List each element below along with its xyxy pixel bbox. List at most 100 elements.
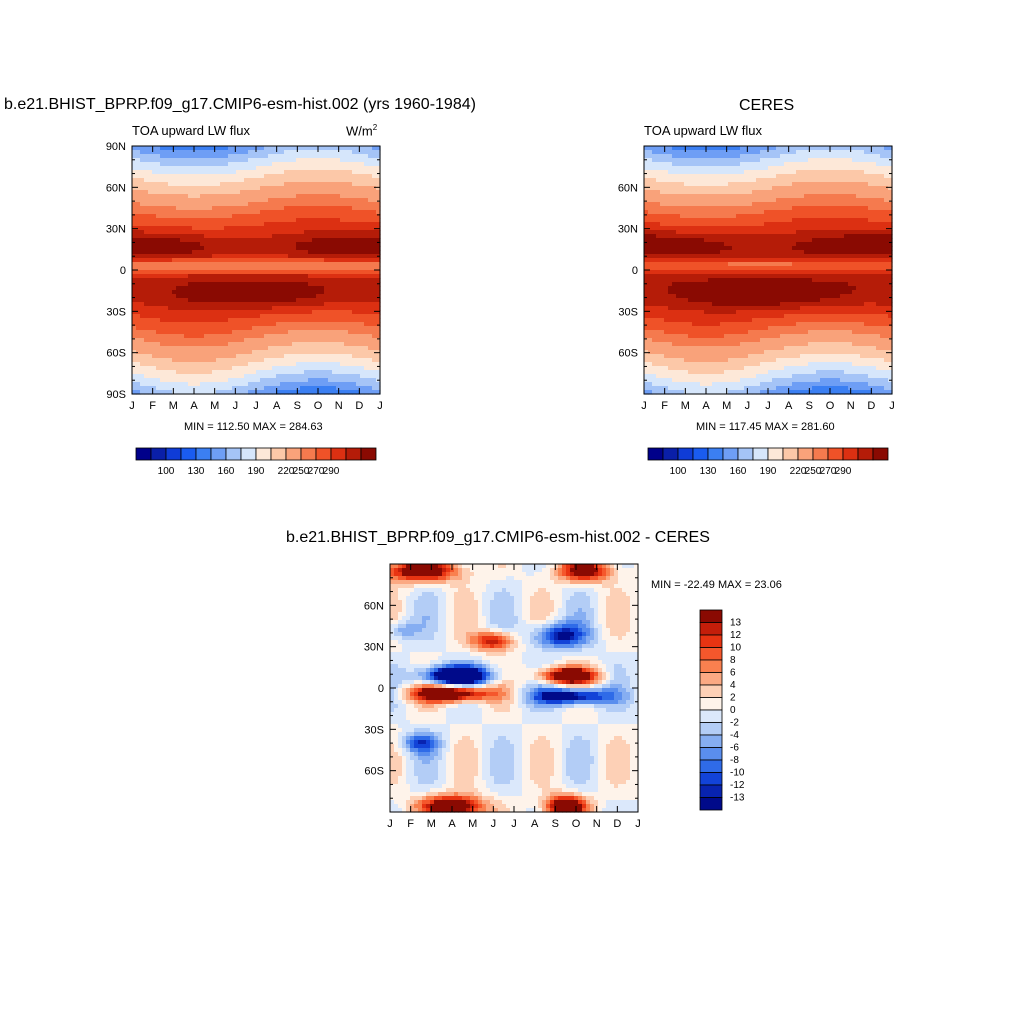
model-colorbar-swatch	[300, 447, 317, 461]
diff-colorbar-label: 10	[730, 643, 742, 654]
model-x-tick-label: D	[355, 400, 363, 412]
diff-colorbar-label: -8	[730, 755, 739, 766]
diff-colorbar-swatch	[699, 697, 723, 711]
obs-x-tick-label: J	[765, 400, 771, 412]
model-x-tick-label: N	[335, 400, 343, 412]
diff-colorbar-swatch	[699, 609, 723, 623]
obs-colorbar-swatch	[752, 447, 769, 461]
model-x-tick-label: S	[294, 400, 301, 412]
obs-x-tick-label: D	[867, 400, 875, 412]
obs-colorbar-swatch	[692, 447, 709, 461]
model-units-base: W/m	[346, 123, 373, 139]
model-x-tick-label: J	[377, 400, 383, 412]
diff-y-tick-label: 30S	[364, 724, 384, 736]
obs-x-tick-label: S	[806, 400, 813, 412]
diff-title: b.e21.BHIST_BPRP.f09_g17.CMIP6-esm-hist.…	[286, 529, 710, 546]
diff-colorbar-label: 0	[730, 705, 736, 716]
obs-colorbar-swatch	[767, 447, 784, 461]
obs-title: CERES	[739, 97, 795, 114]
model-colorbar-swatch	[210, 447, 227, 461]
model-colorbar-swatch	[195, 447, 212, 461]
diff-x-tick-label: J	[511, 818, 517, 830]
obs-colorbar-swatch	[677, 447, 694, 461]
model-title: b.e21.BHIST_BPRP.f09_g17.CMIP6-esm-hist.…	[4, 96, 476, 113]
model-colorbar-swatch	[240, 447, 257, 461]
model-y-tick-label: 90N	[106, 141, 126, 153]
diff-colorbar-label: 2	[730, 693, 736, 704]
obs-x-tick-label: J	[889, 400, 895, 412]
diff-colorbar-swatch	[699, 672, 723, 686]
obs-min-max: MIN = 117.45 MAX = 281.60	[696, 421, 835, 433]
obs-colorbar-label: 220	[790, 466, 807, 477]
diff-colorbar-label: 8	[730, 655, 736, 666]
diff-field-cells	[390, 564, 639, 813]
obs-x-tick-label: J	[745, 400, 751, 412]
obs-colorbar-swatch	[857, 447, 874, 461]
diff-colorbar-label: -10	[730, 768, 745, 779]
diff-x-tick-label: M	[468, 818, 477, 830]
obs-colorbar-label: 290	[835, 466, 852, 477]
obs-colorbar-label: 130	[700, 466, 717, 477]
model-colorbar-swatch	[360, 447, 377, 461]
model-units-exp: 2	[372, 123, 378, 132]
model-x-tick-label: M	[169, 400, 178, 412]
obs-x-tick-label: A	[785, 400, 793, 412]
obs-x-tick-label: O	[826, 400, 835, 412]
obs-colorbar-label: 160	[730, 466, 747, 477]
diff-colorbar-swatch	[699, 759, 723, 773]
diff-y-tick-label: 60N	[364, 600, 384, 612]
obs-x-tick-label: J	[641, 400, 647, 412]
diff-y-tick-label: 60S	[364, 766, 384, 778]
diff-colorbar-label: 12	[730, 630, 742, 641]
obs-colorbar-swatch	[827, 447, 844, 461]
obs-colorbar-label: 270	[820, 466, 837, 477]
diff-colorbar-label: 4	[730, 680, 736, 691]
model-x-tick-label: J	[233, 400, 239, 412]
model-y-tick-label: 30N	[106, 224, 126, 236]
model-colorbar-label: 100	[158, 466, 175, 477]
model-colorbar-label: 270	[308, 466, 325, 477]
model-colorbar-swatch	[270, 447, 287, 461]
obs-y-tick-label: 30S	[618, 306, 638, 318]
model-colorbar-swatch	[165, 447, 182, 461]
diff-colorbar-swatch	[699, 709, 723, 723]
diff-x-tick-label: J	[491, 818, 497, 830]
model-x-tick-label: A	[190, 400, 198, 412]
obs-colorbar-swatch	[647, 447, 664, 461]
obs-colorbar-swatch	[812, 447, 829, 461]
model-colorbar-label: 250	[293, 466, 310, 477]
model-colorbar-label: 160	[218, 466, 235, 477]
obs-colorbar-label: 190	[760, 466, 777, 477]
model-x-tick-label: A	[273, 400, 281, 412]
model-colorbar-label: 220	[278, 466, 295, 477]
obs-y-tick-label: 60N	[618, 182, 638, 194]
obs-field-label: TOA upward LW flux	[644, 123, 763, 138]
model-colorbar-label: 190	[248, 466, 265, 477]
diff-colorbar-label: -13	[730, 793, 745, 804]
model-field-cells	[132, 146, 381, 395]
diff-colorbar-label: -4	[730, 730, 739, 741]
diff-x-tick-label: F	[407, 818, 414, 830]
obs-x-tick-label: M	[681, 400, 690, 412]
model-colorbar-swatch	[150, 447, 167, 461]
obs-colorbar-swatch	[842, 447, 859, 461]
obs-y-tick-label: 30N	[618, 224, 638, 236]
model-colorbar-swatch	[285, 447, 302, 461]
diff-colorbar-swatch	[699, 747, 723, 761]
model-y-tick-label: 0	[120, 265, 126, 277]
model-colorbar-swatch	[180, 447, 197, 461]
model-x-tick-label: M	[210, 400, 219, 412]
obs-colorbar-swatch	[872, 447, 889, 461]
model-field-label: TOA upward LW flux	[132, 123, 251, 138]
model-colorbar-swatch	[255, 447, 272, 461]
diff-colorbar-swatch	[699, 647, 723, 661]
obs-colorbar-swatch	[737, 447, 754, 461]
model-colorbar-swatch	[135, 447, 152, 461]
obs-y-tick-label: 60S	[618, 348, 638, 360]
obs-colorbar-label: 100	[670, 466, 687, 477]
diff-x-tick-label: S	[552, 818, 559, 830]
model-x-tick-label: O	[314, 400, 323, 412]
